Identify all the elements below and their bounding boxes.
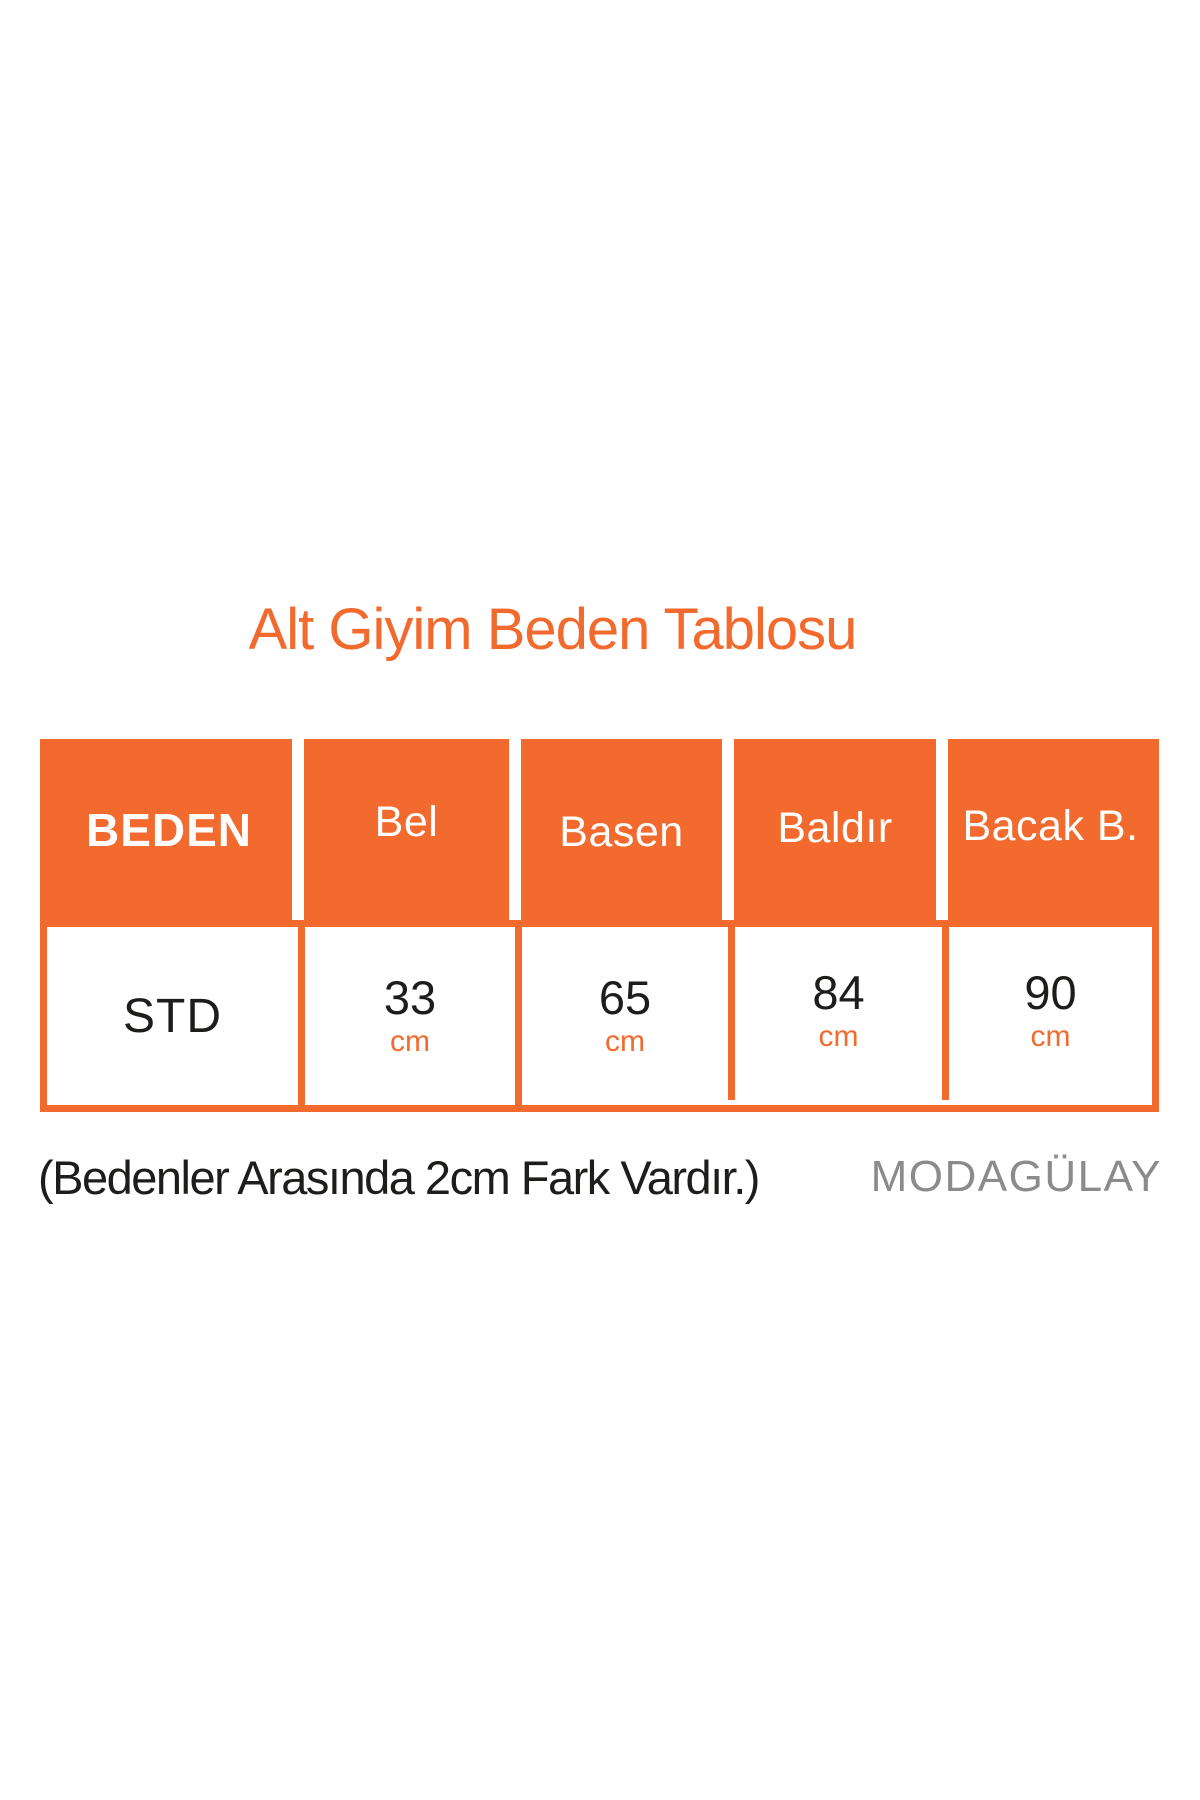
page-title: Alt Giyim Beden Tablosu (248, 597, 858, 662)
header-label: Bel (374, 798, 439, 846)
header-cell-fill (521, 739, 722, 920)
footer-note: (Bedenler Arasında 2cm Fark Vardır.) (38, 1151, 760, 1204)
size-value: STD (123, 989, 222, 1043)
header-cell-fill (734, 739, 936, 920)
measurement-cell-bacak-b: 90 cm (942, 922, 1152, 1100)
header-cell-fill (40, 739, 292, 920)
measurement-cell-baldir: 84 cm (728, 922, 942, 1100)
size-table: BEDEN Bel Basen Baldır Bacak B. STD (40, 739, 1159, 1112)
table-header-row: BEDEN Bel Basen Baldır Bacak B. (40, 739, 1159, 920)
header-label: Basen (559, 808, 684, 856)
header-cell-fill (948, 739, 1159, 920)
measurement-value: 84 (812, 966, 865, 1019)
header-cell-baldir: Baldır (728, 739, 942, 920)
header-cell-fill (304, 739, 509, 920)
measurement-unit: cm (390, 1025, 430, 1058)
measurement-value: 90 (1024, 966, 1077, 1019)
header-cell-beden: BEDEN (40, 739, 298, 920)
header-label: BEDEN (85, 803, 253, 856)
measurement-cell-basen: 65 cm (515, 927, 728, 1105)
measurement-unit: cm (605, 1025, 645, 1058)
measurement-cell-bel: 33 cm (298, 927, 515, 1105)
measurement-value: 65 (598, 971, 652, 1024)
size-cell: STD (47, 927, 298, 1105)
table-data-row: STD 33 cm 65 cm 84 cm 90 cm (40, 920, 1159, 1112)
measurement-unit: cm (1030, 1020, 1071, 1053)
measurement-unit: cm (818, 1020, 859, 1053)
header-label: Baldır (777, 804, 893, 852)
header-cell-bel: Bel (298, 739, 515, 920)
header-label: Bacak B. (962, 802, 1139, 850)
brand-logo: MODAGÜLAY (870, 1152, 1162, 1201)
header-cell-basen: Basen (515, 739, 728, 920)
header-cell-bacak-b: Bacak B. (942, 739, 1159, 920)
measurement-value: 33 (383, 971, 437, 1024)
